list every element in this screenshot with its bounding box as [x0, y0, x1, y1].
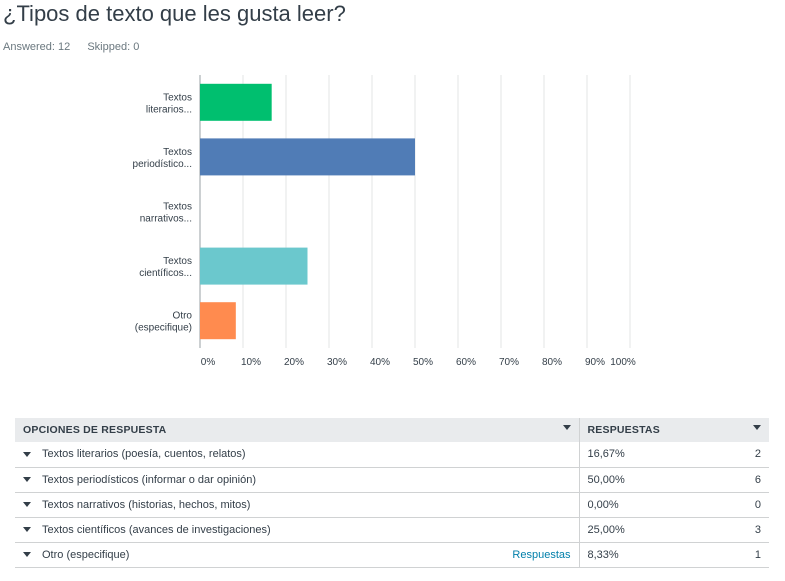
option-cell: Textos científicos (avances de investiga… — [15, 517, 579, 543]
percent-cell: 50,00% — [578, 467, 714, 493]
table-header-row: OPCIONES DE RESPUESTA RESPUESTAS — [15, 418, 769, 442]
category-label: científicos... — [139, 268, 192, 279]
header-responses-label: RESPUESTAS — [587, 424, 660, 436]
question-title: ¿Tipos de texto que les gusta leer? — [3, 1, 346, 26]
percent-cell: 16,67% — [578, 442, 714, 468]
x-tick-label: 10% — [241, 357, 261, 368]
category-label: Textos — [163, 202, 192, 213]
percent-cell: 0,00% — [578, 492, 714, 518]
header-options[interactable]: OPCIONES DE RESPUESTA — [15, 418, 579, 442]
count-cell: 2 — [713, 442, 769, 468]
expand-caret-icon[interactable] — [23, 502, 31, 508]
bar — [200, 247, 308, 285]
bar-chart-svg: Textosliterarios...Textosperiodístico...… — [133, 75, 636, 368]
option-label: Textos narrativos (historias, hechos, mi… — [42, 498, 251, 511]
category-label: Textos — [163, 256, 192, 267]
skipped-count: Skipped: 0 — [87, 41, 140, 53]
x-tick-label: 80% — [542, 357, 562, 368]
percent-cell: 8,33% — [578, 542, 714, 568]
count-cell: 6 — [713, 467, 769, 493]
option-label: Textos periodísticos (informar o dar opi… — [42, 473, 256, 486]
x-tick-label: 0% — [201, 357, 216, 368]
count-cell: 0 — [713, 492, 769, 518]
bar — [200, 83, 272, 121]
category-label: Textos — [163, 147, 192, 158]
x-tick-label: 20% — [284, 357, 304, 368]
category-label: Otro — [173, 311, 193, 322]
category-label: Textos — [163, 92, 192, 103]
expand-caret-icon[interactable] — [23, 552, 31, 558]
option-cell: Textos periodísticos (informar o dar opi… — [15, 467, 579, 493]
answered-count: Answered: 12 — [3, 41, 71, 53]
header-responses[interactable]: RESPUESTAS — [578, 418, 769, 442]
expand-caret-icon[interactable] — [23, 451, 31, 457]
bar — [200, 302, 236, 340]
x-tick-label: 70% — [499, 357, 519, 368]
table-row: Textos científicos (avances de investiga… — [15, 517, 769, 543]
count-cell: 3 — [713, 517, 769, 543]
responses-table: OPCIONES DE RESPUESTA RESPUESTAS Textos … — [15, 418, 769, 568]
option-label: Otro (especifique) — [42, 548, 130, 561]
category-label: narrativos... — [140, 214, 192, 225]
responses-link[interactable]: Respuestas — [512, 548, 571, 561]
category-label: literarios... — [146, 104, 192, 115]
x-tick-label: 30% — [327, 357, 347, 368]
percent-cell: 25,00% — [578, 517, 714, 543]
bar-chart: Textos literarios... Textos periodístico...… — [0, 70, 785, 380]
option-label: Textos científicos (avances de investiga… — [42, 523, 271, 536]
response-meta: Answered: 12 Skipped: 0 — [3, 41, 153, 53]
category-label: periodístico... — [133, 159, 192, 170]
table-row: Textos narrativos (historias, hechos, mi… — [15, 492, 769, 518]
sort-caret-icon[interactable] — [753, 425, 761, 430]
table-row: Textos periodísticos (informar o dar opi… — [15, 467, 769, 493]
bar — [200, 138, 415, 176]
option-cell: Textos literarios (poesía, cuentos, rela… — [15, 442, 579, 468]
option-cell: Otro (especifique) Respuestas — [15, 542, 579, 568]
category-label: (especifique) — [135, 323, 192, 334]
option-cell: Textos narrativos (historias, hechos, mi… — [15, 492, 579, 518]
header-options-label: OPCIONES DE RESPUESTA — [23, 424, 167, 436]
expand-caret-icon[interactable] — [23, 527, 31, 533]
x-tick-label: 90% — [585, 357, 605, 368]
x-tick-label: 50% — [413, 357, 433, 368]
table-row: Textos literarios (poesía, cuentos, rela… — [15, 442, 769, 468]
option-label: Textos literarios (poesía, cuentos, rela… — [42, 448, 246, 461]
x-tick-label: 40% — [370, 357, 390, 368]
sort-caret-icon[interactable] — [562, 425, 571, 430]
count-cell: 1 — [713, 542, 769, 568]
x-tick-label: 60% — [456, 357, 476, 368]
table-row: Otro (especifique) Respuestas 8,33% 1 — [15, 542, 769, 568]
x-tick-label: 100% — [610, 357, 636, 368]
expand-caret-icon[interactable] — [23, 477, 31, 483]
